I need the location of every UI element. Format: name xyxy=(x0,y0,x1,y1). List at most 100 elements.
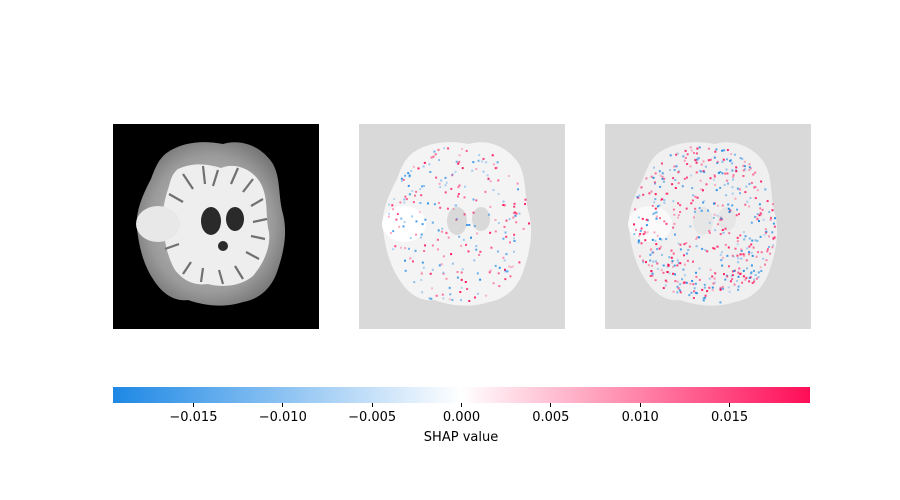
shap-pixel xyxy=(690,146,692,148)
shap-pixel xyxy=(771,246,773,248)
shap-pixel xyxy=(698,157,700,159)
shap-pixel xyxy=(404,221,406,223)
shap-pixel xyxy=(753,270,755,272)
shap-pixel xyxy=(761,251,763,253)
shap-pixel xyxy=(751,222,753,224)
shap-pixel xyxy=(490,247,492,249)
shap-pixel xyxy=(710,269,712,271)
shap-pixel xyxy=(399,201,401,203)
shap-pixel xyxy=(772,244,774,246)
shap-pixel xyxy=(713,217,715,219)
shap-pixel xyxy=(640,230,642,232)
shap-pixel xyxy=(734,284,736,286)
shap-pixel xyxy=(513,237,515,239)
shap-pixel xyxy=(493,282,495,284)
shap-pixel xyxy=(741,158,743,160)
shap-pixel xyxy=(749,166,751,168)
shap-pixel xyxy=(760,266,762,268)
colorbar-tick-label: −0.015 xyxy=(169,410,217,425)
shap-pixel xyxy=(703,299,705,301)
shap-pixel xyxy=(698,236,700,238)
shap-pixel xyxy=(666,223,668,225)
shap-pixel xyxy=(673,166,675,168)
shap-pixel xyxy=(754,216,756,218)
shap-pixel xyxy=(483,158,485,160)
shap-pixel xyxy=(677,171,679,173)
shap-pixel xyxy=(653,167,655,169)
shap-pixel xyxy=(648,264,650,266)
shap-pixel xyxy=(435,177,437,179)
shap-pixel xyxy=(642,260,644,262)
shap-pixel xyxy=(684,160,686,162)
shap-pixel xyxy=(762,209,764,211)
shap-pixel xyxy=(442,297,444,299)
shap-pixel xyxy=(748,253,750,255)
brain-mri-panel xyxy=(113,124,319,329)
shap-pixel xyxy=(764,264,766,266)
shap-pixel xyxy=(446,278,448,280)
shap-pixel xyxy=(695,159,697,161)
shap-pixel xyxy=(421,291,423,293)
shap-pixel xyxy=(471,170,473,172)
shap-pixel xyxy=(701,289,703,291)
shap-pixel xyxy=(392,230,394,232)
shap-pixel xyxy=(639,233,641,235)
shap-pixel xyxy=(645,177,647,179)
shap-pixel xyxy=(717,161,719,163)
shap-pixel xyxy=(708,230,710,232)
brainstem xyxy=(136,206,180,242)
shap-pixel xyxy=(723,149,725,151)
shap-pixel xyxy=(652,213,654,215)
shap-pixel xyxy=(725,194,727,196)
shap-pixel xyxy=(466,150,468,152)
shap-pixel xyxy=(737,240,739,242)
shap-pixel xyxy=(727,149,729,151)
ventricle-right xyxy=(226,207,244,231)
shap-pixel xyxy=(489,206,491,208)
shap-pixel xyxy=(442,294,444,296)
shap-pixel xyxy=(419,211,421,213)
shap-pixel xyxy=(757,251,759,253)
shap-pixel xyxy=(655,193,657,195)
shap-pixel xyxy=(656,263,658,265)
shap-pixel xyxy=(704,287,706,289)
shap-pixel xyxy=(661,254,663,256)
colorbar-tick xyxy=(282,403,283,407)
shap-pixel xyxy=(762,258,764,260)
shap-pixel xyxy=(406,198,408,200)
shap-pixel xyxy=(659,217,661,219)
shap-pixel xyxy=(721,265,723,267)
shap-pixel xyxy=(452,263,454,265)
shap-pixel xyxy=(398,226,400,228)
shap-pixel xyxy=(404,175,406,177)
shap-pixel xyxy=(746,247,748,249)
shap-pixel xyxy=(727,183,729,185)
shap-pixel xyxy=(722,286,724,288)
shap-pixel xyxy=(733,270,735,272)
shap-pixel xyxy=(739,192,741,194)
shap-pixel xyxy=(638,241,640,243)
shap-pixel xyxy=(438,159,440,161)
shap-pixel xyxy=(744,204,746,206)
shap-pixel xyxy=(510,266,512,268)
shap-pixel xyxy=(423,185,425,187)
shap-pixel xyxy=(397,213,399,215)
shap-pixel xyxy=(722,205,724,207)
shap-pixel xyxy=(763,219,765,221)
shap-pixel xyxy=(657,205,659,207)
shap-pixel xyxy=(477,293,479,295)
shap-pixel xyxy=(738,286,740,288)
shap-pixel xyxy=(723,232,725,234)
shap-pixel xyxy=(726,169,728,171)
shap-pixel xyxy=(441,263,443,265)
shap-pixel xyxy=(465,281,467,283)
shap-pixel xyxy=(675,154,677,156)
shap-pixel xyxy=(702,202,704,204)
shap-pixel xyxy=(737,243,739,245)
shap-pixel xyxy=(753,279,755,281)
shap-pixel xyxy=(748,251,750,253)
shap-pixel xyxy=(428,163,430,165)
shap-pixel xyxy=(677,202,679,204)
shap-pixel xyxy=(462,268,464,270)
shap-pixel xyxy=(740,258,742,260)
